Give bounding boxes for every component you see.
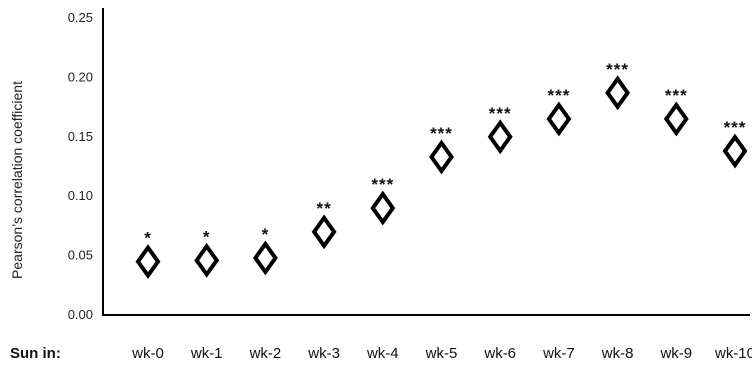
data-point-marker (370, 190, 396, 226)
y-ticks: 0.00 0.05 0.10 0.15 0.20 0.25 (68, 10, 93, 322)
data-point-marker (429, 139, 454, 175)
data-point-marker (194, 242, 220, 278)
y-tick-label: 0.25 (68, 10, 93, 25)
significance-label: *** (606, 60, 629, 79)
y-axis-title: Pearson’s correlation coefficient (9, 81, 25, 279)
y-tick-label: 0.20 (68, 69, 93, 84)
significance-label: * (203, 227, 211, 246)
x-tick-label: wk-9 (659, 345, 692, 362)
data-point-marker (663, 101, 689, 137)
data-points (135, 75, 748, 279)
axes (102, 8, 750, 316)
data-point-marker (546, 101, 572, 137)
y-tick-label: 0.00 (68, 307, 93, 322)
significance-labels: * * ************************ (144, 60, 747, 248)
significance-label: *** (371, 175, 394, 194)
x-row-label: Sun in: (10, 345, 61, 362)
data-point-marker (135, 244, 161, 279)
x-tick-label: wk-0 (131, 345, 164, 362)
data-point-marker (311, 214, 337, 250)
x-tick-label: wk-10 (714, 345, 752, 362)
x-tick-label: wk-5 (425, 345, 458, 362)
x-tick-label: wk-2 (249, 345, 282, 362)
significance-label: ** (316, 199, 331, 218)
x-tick-label: wk-4 (366, 345, 399, 362)
significance-label: * (262, 225, 270, 244)
y-tick-label: 0.10 (68, 188, 93, 203)
data-point-marker (487, 119, 513, 155)
y-tick-label: 0.05 (68, 248, 93, 263)
y-tick-label: 0.15 (68, 129, 93, 144)
significance-label: *** (665, 86, 688, 105)
x-tick-label: wk-3 (307, 345, 340, 362)
x-tick-label: wk-6 (483, 345, 516, 362)
significance-label: *** (724, 118, 747, 137)
data-point-marker (722, 133, 748, 169)
data-point-marker (605, 75, 631, 111)
x-tick-label: wk-7 (542, 345, 575, 362)
significance-label: *** (489, 104, 512, 123)
x-tick-label: wk-8 (601, 345, 634, 362)
significance-label: * (144, 229, 152, 248)
data-point-marker (252, 240, 278, 276)
x-tick-label: wk-1 (190, 345, 223, 362)
significance-label: *** (547, 86, 570, 105)
x-ticks: wk-0 wk-1 wk-2 wk-3 wk-4 wk-5 wk-6 wk-7 wk-8 wk-9… (131, 345, 752, 362)
significance-label: *** (430, 124, 453, 143)
